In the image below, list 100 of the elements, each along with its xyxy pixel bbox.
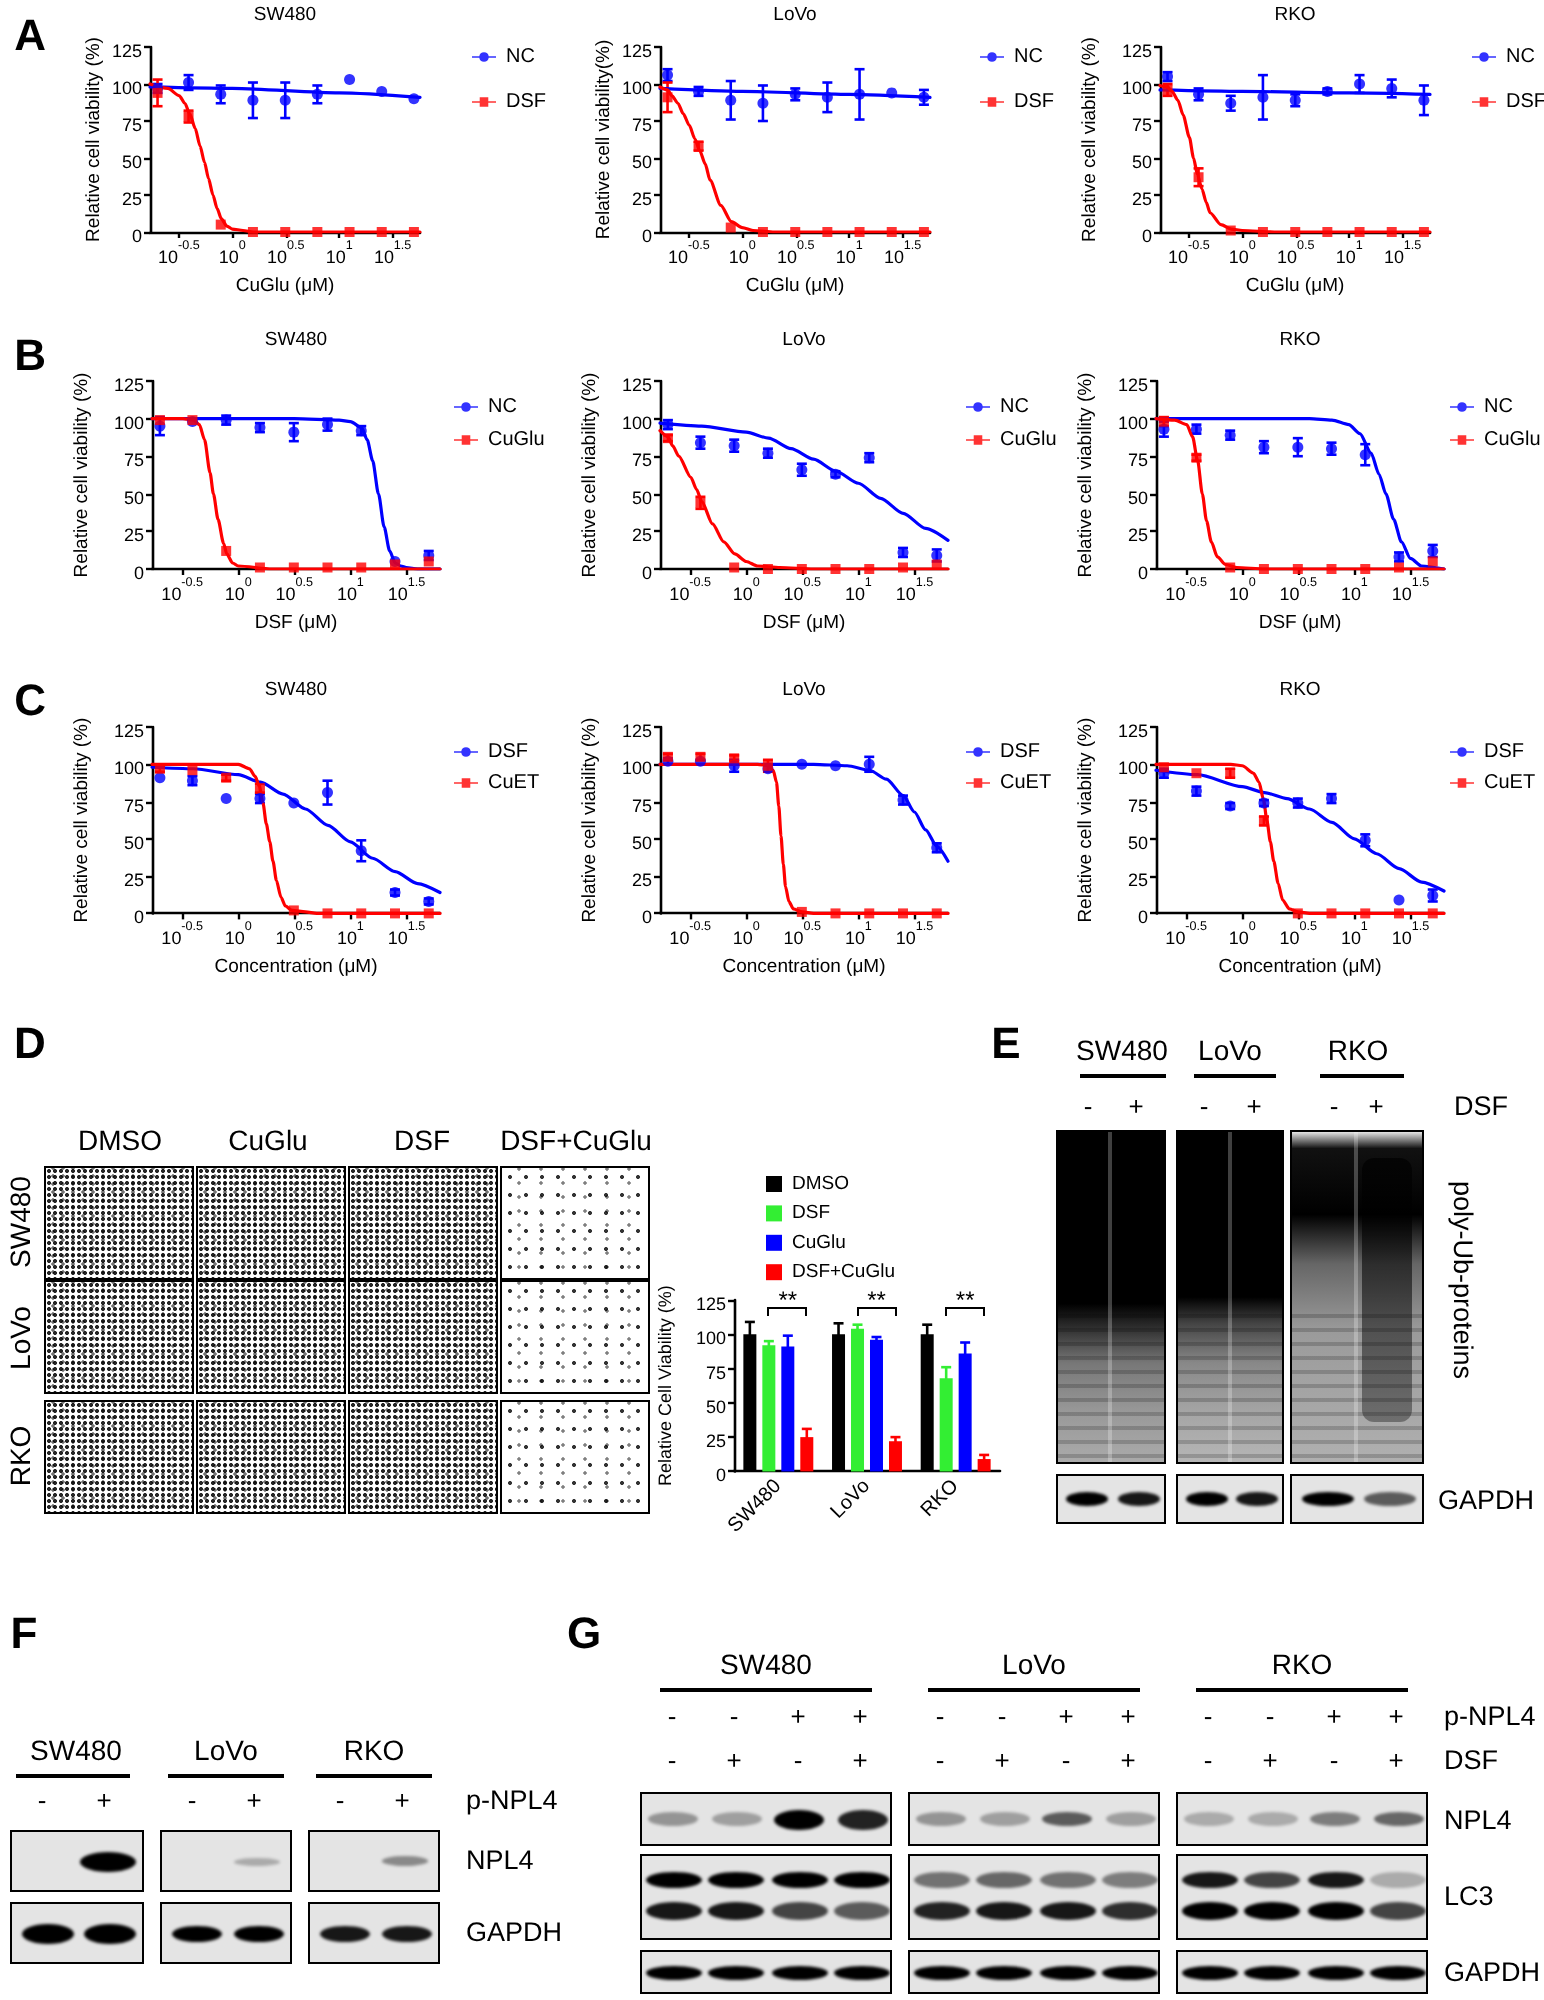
y-axis-title: Relative cell viability (%) bbox=[83, 37, 105, 242]
y-tick-label: 25 bbox=[123, 525, 144, 546]
text: - bbox=[667, 1701, 677, 1731]
text: RKO bbox=[1327, 1034, 1389, 1066]
y-tick-label: 100 bbox=[621, 758, 652, 779]
y-tick-label: 100 bbox=[111, 78, 142, 98]
text: E bbox=[991, 1018, 1021, 1068]
text: + bbox=[852, 1745, 868, 1775]
y-tick-label: 25 bbox=[631, 525, 652, 546]
chart-title: RKO bbox=[1274, 4, 1316, 26]
text: + bbox=[726, 1745, 742, 1775]
y-tick-label: 0 bbox=[641, 226, 652, 246]
y-tick-label: 125 bbox=[111, 41, 142, 61]
text: - bbox=[1199, 1091, 1209, 1121]
chart-title: SW480 bbox=[253, 4, 317, 26]
y-tick-label: 50 bbox=[1131, 152, 1152, 172]
x-axis-title: CuGlu (μM) bbox=[1245, 274, 1345, 297]
legend-label: DSF bbox=[488, 741, 528, 763]
text: LC3 bbox=[1444, 1880, 1494, 1911]
chart-title: RKO bbox=[1279, 329, 1321, 351]
y-tick-label: 75 bbox=[121, 115, 142, 135]
text: - bbox=[1203, 1745, 1213, 1775]
y-tick-label: 75 bbox=[123, 795, 144, 816]
y-tick-label: 25 bbox=[1127, 525, 1148, 546]
y-tick-label: 0 bbox=[133, 907, 144, 928]
legend-label: CuET bbox=[488, 772, 540, 794]
y-tick-label: 100 bbox=[1117, 758, 1148, 779]
y-tick-label: 0 bbox=[133, 563, 144, 583]
text: LoVo bbox=[194, 1734, 258, 1766]
y-tick-label: 50 bbox=[631, 152, 652, 172]
legend-label: CuGlu bbox=[792, 1231, 846, 1254]
text: + bbox=[852, 1701, 868, 1731]
y-tick-label: 75 bbox=[631, 450, 652, 471]
x-axis-title: DSF (μM) bbox=[762, 611, 846, 634]
text: + bbox=[790, 1701, 806, 1731]
y-tick-label: 0 bbox=[641, 907, 652, 928]
chart-title: LoVo bbox=[782, 679, 826, 701]
y-tick-label: 0 bbox=[715, 1465, 726, 1486]
text: p-NPL4 bbox=[1444, 1700, 1536, 1731]
text: D bbox=[14, 1018, 46, 1068]
text: - bbox=[997, 1701, 1007, 1731]
text: NPL4 bbox=[1444, 1804, 1512, 1835]
text: + bbox=[1120, 1701, 1136, 1731]
y-tick-label: 50 bbox=[705, 1396, 726, 1417]
y-tick-label: 75 bbox=[705, 1362, 726, 1383]
y-axis-title: Relative cell viability (%) bbox=[71, 717, 94, 923]
text: - bbox=[1061, 1745, 1071, 1775]
text: A bbox=[14, 10, 47, 60]
text: - bbox=[187, 1785, 197, 1815]
text: - bbox=[729, 1701, 739, 1731]
text: + bbox=[96, 1785, 112, 1815]
text: G bbox=[566, 1608, 602, 1658]
legend-label: CuGlu bbox=[488, 429, 545, 451]
y-tick-label: 100 bbox=[621, 412, 652, 433]
text: DSF bbox=[1444, 1744, 1498, 1775]
y-tick-label: 25 bbox=[631, 189, 652, 209]
y-axis-title: Relative cell viability(%) bbox=[593, 39, 615, 240]
text: SW480 bbox=[4, 1176, 36, 1268]
chart-title: SW480 bbox=[264, 679, 328, 701]
text: + bbox=[1388, 1745, 1404, 1775]
text: DMSO bbox=[78, 1124, 162, 1156]
legend-label: NC bbox=[506, 46, 535, 68]
y-tick-label: 25 bbox=[631, 870, 652, 891]
y-tick-label: 25 bbox=[121, 189, 142, 209]
text: p-NPL4 bbox=[466, 1784, 558, 1815]
text: - bbox=[935, 1701, 945, 1731]
x-axis-title: Concentration (μM) bbox=[214, 956, 378, 979]
text: SW480 bbox=[1076, 1034, 1168, 1066]
text: + bbox=[1326, 1701, 1342, 1731]
y-tick-label: 75 bbox=[631, 795, 652, 816]
text: - bbox=[1203, 1701, 1213, 1731]
legend-label: DSF bbox=[1000, 741, 1040, 763]
y-tick-label: 75 bbox=[1131, 115, 1152, 135]
text: + bbox=[394, 1785, 410, 1815]
text: poly-Ub-proteins bbox=[1447, 1180, 1478, 1380]
y-tick-label: 50 bbox=[1127, 487, 1148, 508]
annotation: ** bbox=[955, 1286, 975, 1314]
legend-label: CuGlu bbox=[1484, 429, 1541, 451]
text: GAPDH bbox=[1444, 1956, 1541, 1987]
text: - bbox=[667, 1745, 677, 1775]
text: - bbox=[793, 1745, 803, 1775]
text: LoVo bbox=[4, 1306, 36, 1370]
y-tick-label: 125 bbox=[113, 375, 144, 395]
y-tick-label: 100 bbox=[1117, 412, 1148, 433]
text: - bbox=[1329, 1745, 1339, 1775]
legend-label: CuET bbox=[1000, 772, 1052, 794]
text: - bbox=[935, 1745, 945, 1775]
y-tick-label: 0 bbox=[1137, 563, 1148, 583]
y-axis-title: Relative cell viability (%) bbox=[1079, 37, 1102, 242]
x-axis-title: Concentration (μM) bbox=[1218, 956, 1382, 979]
y-tick-label: 75 bbox=[1127, 450, 1148, 471]
y-tick-label: 75 bbox=[1127, 795, 1148, 816]
y-tick-label: 50 bbox=[631, 832, 652, 853]
text: C bbox=[14, 675, 47, 725]
text: + bbox=[1058, 1701, 1074, 1731]
text: LoVo bbox=[1198, 1034, 1262, 1066]
legend-label: DSF bbox=[506, 91, 546, 113]
text: - bbox=[37, 1785, 47, 1815]
y-tick-label: 50 bbox=[121, 152, 142, 172]
x-axis-title: CuGlu (μM) bbox=[745, 274, 845, 297]
